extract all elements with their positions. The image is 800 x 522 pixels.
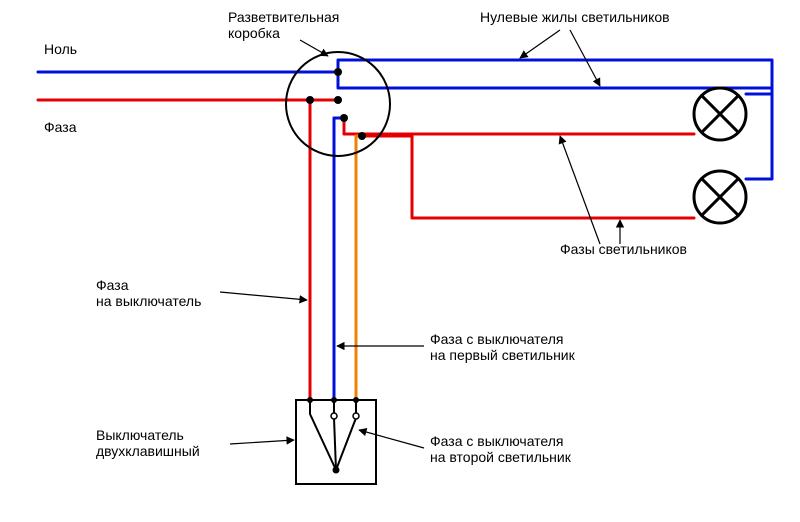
label-phase-from-sw2: Фаза с выключателяна второй светильник (430, 433, 572, 465)
arrow (359, 430, 424, 448)
arrow (300, 40, 328, 56)
label-null-cores: Нулевые жилы светильников (480, 9, 670, 25)
wire-phase-lamp2 (362, 136, 694, 218)
label-junction-box: Разветвительнаякоробка (228, 9, 339, 41)
wiring-diagram: Ноль Фаза Разветвительнаякоробка Нулевые жи… (0, 0, 800, 522)
arrow (520, 30, 560, 58)
arrow (570, 30, 600, 86)
arrow (230, 440, 294, 444)
label-null: Ноль (44, 41, 77, 57)
arrow (560, 136, 600, 244)
wire-phase-lamp1 (344, 118, 694, 134)
label-phase: Фаза (44, 119, 77, 135)
label-switch: Выключательдвухклавишный (96, 427, 200, 459)
arrow (220, 292, 307, 300)
label-lamp-phases: Фазы светильников (560, 241, 687, 257)
label-phase-from-sw1: Фаза с выключателяна первый светильник (430, 331, 576, 363)
label-phase-to-switch: Фазана выключатель (96, 277, 201, 309)
